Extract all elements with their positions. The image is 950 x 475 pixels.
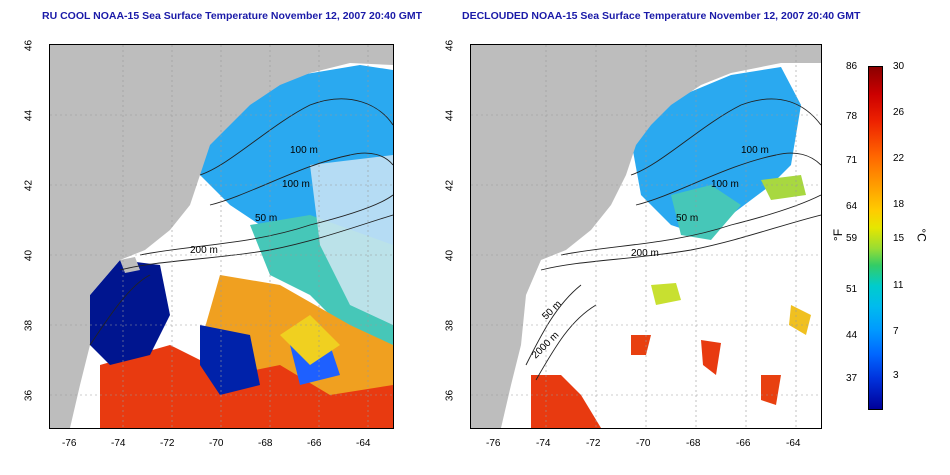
celsius-axis-label: °C <box>914 228 929 242</box>
y-tick-label: 38 <box>23 319 35 332</box>
isobath-contour <box>525 284 582 366</box>
isobath-contour <box>540 214 821 271</box>
x-tick-label: -68 <box>686 438 701 449</box>
y-tick-label: 46 <box>23 39 35 52</box>
y-tick-label: 44 <box>444 109 456 122</box>
celsius-tick: 30 <box>893 61 905 72</box>
contour-label: 100 m <box>741 145 769 156</box>
y-tick-label: 38 <box>444 319 456 332</box>
contour-label: 200 m <box>190 245 218 256</box>
land-mass <box>471 45 821 428</box>
fahrenheit-tick: 86 <box>846 61 858 72</box>
warm-water-region <box>651 283 681 305</box>
cold-water-region <box>200 325 260 395</box>
right-map-title: DECLOUDED NOAA-15 Sea Surface Temperatur… <box>462 10 861 22</box>
grid-lines <box>50 45 393 428</box>
fahrenheit-tick: 64 <box>846 201 858 212</box>
left-sst-map: 100 m 100 m 50 m 200 m <box>49 44 394 429</box>
x-tick-label: -74 <box>111 438 126 449</box>
land-mass <box>50 45 393 428</box>
contour-label: 100 m <box>290 145 318 156</box>
hot-water-region <box>631 335 651 355</box>
left-map-title: RU COOL NOAA-15 Sea Surface Temperature … <box>42 10 423 22</box>
isobath-contour <box>635 152 821 206</box>
right-sst-map: 100 m 100 m 50 m 200 m 50 m 2000 m <box>470 44 822 429</box>
cold-water-region <box>90 260 170 365</box>
grid-lines <box>471 45 821 428</box>
y-tick-label: 36 <box>444 389 456 402</box>
x-tick-label: -72 <box>160 438 175 449</box>
fahrenheit-tick: 71 <box>846 155 858 166</box>
fahrenheit-tick: 51 <box>846 284 858 295</box>
x-tick-label: -74 <box>536 438 551 449</box>
y-tick-label: 36 <box>23 389 35 402</box>
x-tick-label: -64 <box>356 438 371 449</box>
x-tick-label: -66 <box>307 438 322 449</box>
hot-water-region <box>761 375 781 405</box>
left-map-graphic <box>50 45 393 428</box>
contour-label: 200 m <box>631 248 659 259</box>
x-tick-label: -76 <box>486 438 501 449</box>
x-tick-label: -70 <box>636 438 651 449</box>
celsius-tick: 15 <box>893 233 905 244</box>
isobath-contour <box>139 194 393 256</box>
x-tick-label: -70 <box>209 438 224 449</box>
fahrenheit-tick: 78 <box>846 111 858 122</box>
mid-water-region <box>761 175 806 200</box>
isobath-contour <box>560 194 821 256</box>
y-tick-label: 40 <box>23 249 35 262</box>
x-tick-label: -72 <box>586 438 601 449</box>
isobath-contour <box>209 152 393 206</box>
celsius-tick: 18 <box>893 199 905 210</box>
isobath-contour <box>535 304 597 381</box>
y-tick-label: 46 <box>444 39 456 52</box>
y-tick-label: 40 <box>444 249 456 262</box>
speckled-water-region <box>310 155 393 325</box>
contour-label: 50 m <box>255 213 278 224</box>
x-tick-label: -64 <box>786 438 801 449</box>
cool-water-region <box>631 67 801 235</box>
celsius-tick: 7 <box>893 326 899 337</box>
x-tick-label: -68 <box>258 438 273 449</box>
warm-water-region <box>789 305 811 335</box>
fahrenheit-axis-label: °F <box>831 228 846 242</box>
x-tick-label: -76 <box>62 438 77 449</box>
mid-water-region <box>671 185 741 240</box>
contour-label: 50 m <box>676 213 699 224</box>
x-tick-label: -66 <box>736 438 751 449</box>
celsius-tick: 26 <box>893 107 905 118</box>
y-tick-label: 42 <box>444 179 456 192</box>
celsius-tick: 22 <box>893 153 905 164</box>
temperature-colorbar <box>868 66 883 410</box>
fahrenheit-tick: 37 <box>846 373 858 384</box>
hot-water-region <box>531 375 601 428</box>
isobath-contour <box>199 98 393 176</box>
isobath-contour <box>630 98 821 176</box>
celsius-tick: 11 <box>893 280 904 291</box>
warm-water-region <box>280 315 340 365</box>
hot-water-region <box>701 340 721 375</box>
y-tick-label: 42 <box>23 179 35 192</box>
fahrenheit-tick: 44 <box>846 330 858 341</box>
contour-label: 100 m <box>282 179 310 190</box>
y-tick-label: 44 <box>23 109 35 122</box>
celsius-tick: 3 <box>893 370 899 381</box>
isobath-contour <box>89 274 151 346</box>
fahrenheit-tick: 59 <box>846 233 858 244</box>
right-map-graphic <box>471 45 821 428</box>
contour-label: 100 m <box>711 179 739 190</box>
